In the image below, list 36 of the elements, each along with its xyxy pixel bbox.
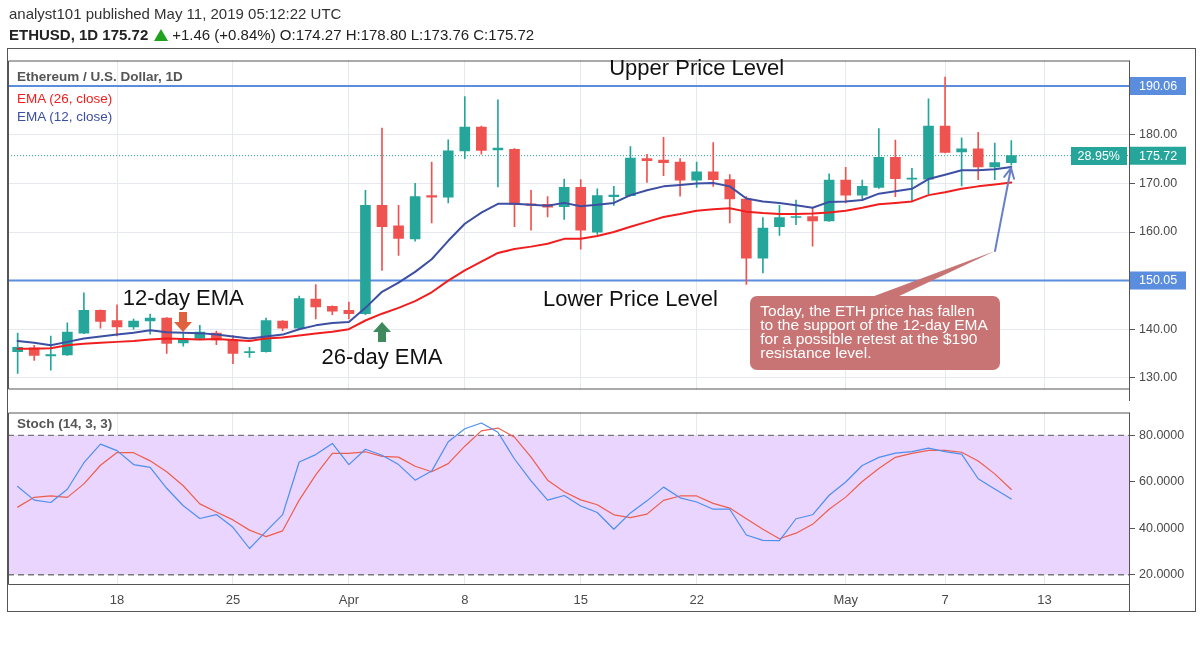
ref-line-label: 150.05 [1139,273,1178,288]
y-tick-label: 40.0000 [1139,520,1185,535]
x-tick-label: May [833,592,859,608]
candlestick [707,142,719,187]
y-tick-label: 130.00 [1139,370,1178,385]
annotation: 12-day EMA [122,284,244,311]
x-tick-label: 18 [109,592,125,608]
x-tick-label: 13 [1037,592,1052,608]
annotation: 28.95% [1070,146,1127,165]
x-tick-label: Apr [338,592,360,608]
text: analyst101 published May 11, 2019 05:12:22 UTC [9,5,342,22]
text: EMA (12, close) [17,107,113,126]
annotation: Today, the ETH price has fallen to the support of the 12-day EMA for a possible retest at the $190 resistance level. [750,295,1001,370]
y-tick-label: 180.00 [1139,127,1178,142]
annotation: 26-day EMA [321,343,443,370]
ref-line-label: 175.72 [1139,148,1178,163]
x-tick-label: 15 [573,592,588,608]
x-tick-label: 8 [461,592,469,608]
x-tick-label: 22 [689,592,704,608]
x-tick-label: 25 [225,592,241,608]
text: Ethereum / U.S. Dollar, 1D [17,68,183,84]
annotation: Upper Price Level [609,54,785,81]
annotation: Lower Price Level [542,286,718,313]
x-tick-label: 7 [941,592,949,608]
y-tick-label: 140.00 [1139,321,1178,336]
text: EMA (26, close) [17,89,113,108]
chart-subtitle: ETHUSD, 1D 175.72 [9,26,149,43]
y-tick-label: 20.0000 [1139,567,1185,582]
y-tick-label: 160.00 [1139,224,1178,239]
ref-line-label: 190.06 [1139,78,1178,93]
candlestick [326,305,338,315]
y-tick-label: 60.0000 [1139,474,1185,489]
y-tick-label: 170.00 [1139,175,1178,190]
y-tick-label: 80.0000 [1139,427,1185,442]
chart-title: Stoch (14, 3, 3) [17,415,113,431]
text: +1.46 (+0.84%) O:174.27 H:178.80 L:173.76 C:175.72 [172,26,535,43]
